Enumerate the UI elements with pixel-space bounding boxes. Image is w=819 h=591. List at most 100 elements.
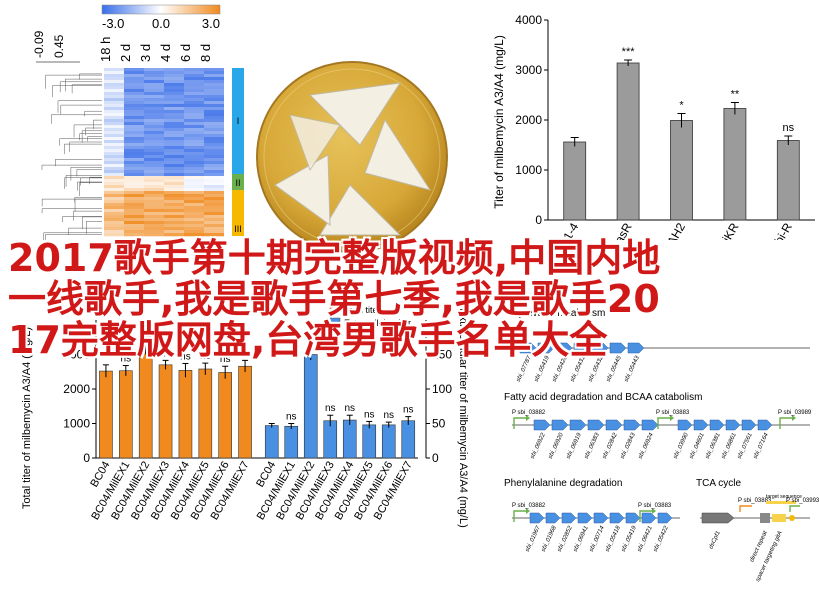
heatmap-cell: [144, 68, 164, 72]
heatmap-grid: [104, 68, 224, 237]
heatmap-cell: [204, 185, 224, 189]
gene-arrow: [569, 419, 587, 431]
heatmap-cell: [144, 137, 164, 141]
heatmap-cell: [164, 191, 184, 195]
heatmap-cell: [204, 86, 224, 90]
heatmap-cell: [164, 77, 184, 81]
heatmap-cell: [164, 194, 184, 198]
bottom-chart-bar: [323, 420, 338, 459]
gene-arrow: [537, 342, 555, 354]
heatmap-cell: [184, 167, 204, 171]
heatmap-cell: [184, 146, 204, 150]
heatmap-cell: [144, 164, 164, 168]
heatmap-cell: [144, 194, 164, 198]
heatmap-cell: [124, 125, 144, 129]
heatmap-cell: [104, 188, 124, 192]
heatmap-cell: [184, 170, 204, 174]
pathway-title-fatty: Fatty acid degradation and BCAA cataboli…: [504, 392, 702, 403]
gene-arrow: [741, 419, 757, 431]
heatmap-cell: [124, 203, 144, 207]
heatmap-cell: [184, 116, 204, 120]
heatmap-cell: [144, 86, 164, 90]
heatmap-cell: [164, 185, 184, 189]
heatmap-cell: [184, 218, 204, 222]
petri-dish-photo: [250, 55, 455, 260]
gene-arrow: [701, 512, 735, 524]
heatmap-cell: [204, 158, 224, 162]
heatmap-cell: [144, 179, 164, 183]
top-chart-ytick: 1000: [515, 163, 542, 177]
heatmap-cell: [124, 158, 144, 162]
heatmap-cell: [144, 227, 164, 231]
heatmap-cell: [104, 128, 124, 132]
heatmap-cell: [164, 107, 184, 111]
heatmap-cell: [204, 125, 224, 129]
heatmap-cell: [104, 227, 124, 231]
heatmap-cell: [124, 122, 144, 126]
heatmap-cell: [124, 224, 144, 228]
heatmap-cell: [124, 95, 144, 99]
color-scale-bar: [101, 4, 221, 15]
bottom-chart-sig: ***: [140, 334, 152, 345]
gene-arrow: [519, 342, 537, 354]
heatmap-cell: [104, 86, 124, 90]
heatmap-cell: [144, 197, 164, 201]
heatmap-cell: [144, 131, 164, 135]
top-chart-xtick: Δsbi-R: [765, 220, 795, 240]
promoter-label: P sbi_03883: [738, 498, 772, 504]
heatmap-cell: [124, 131, 144, 135]
heatmap-cell: [164, 182, 184, 186]
heatmap-cell: [144, 176, 164, 180]
heatmap-cell: [144, 80, 164, 84]
heatmap-cell: [184, 92, 204, 96]
heatmap-cell: [124, 119, 144, 123]
row-dendrogram: [41, 73, 102, 248]
heatmap-col-label: 8 d: [198, 44, 213, 62]
heatmap-cell: [184, 125, 204, 129]
heatmap-cell: [104, 107, 124, 111]
heatmap-cell: [124, 155, 144, 159]
gene-arrow: [551, 419, 569, 431]
heatmap-cell: [204, 194, 224, 198]
gene-label: sbi_06919: [566, 432, 583, 460]
heatmap-cell: [164, 173, 184, 177]
top-chart-sig: *: [679, 100, 684, 112]
heatmap-cell: [164, 68, 184, 72]
heatmap-cell: [164, 101, 184, 105]
gene-arrow: [591, 342, 609, 354]
heatmap-cell: [104, 143, 124, 147]
bottom-chart-sig: **: [307, 337, 315, 348]
heatmap-cell: [144, 218, 164, 222]
heatmap-cell: [124, 209, 144, 213]
bottom-chart-ytick-left: 1000: [63, 417, 90, 431]
heatmap-cell: [164, 164, 184, 168]
heatmap-cell: [164, 71, 184, 75]
heatmap-cell: [124, 191, 144, 195]
heatmap-cell: [144, 155, 164, 159]
heatmap-cell: [124, 197, 144, 201]
top-chart-bar: [563, 141, 587, 221]
heatmap-cell: [204, 131, 224, 135]
heatmap-cell: [104, 122, 124, 126]
petri-dish-illustration: [256, 61, 448, 253]
heatmap-cell: [124, 68, 144, 72]
heatmap-cell: [184, 176, 204, 180]
heatmap-cell: [144, 71, 164, 75]
heatmap-cell: [164, 137, 184, 141]
heatmap-cell: [184, 89, 204, 93]
heatmap-cell: [104, 209, 124, 213]
heatmap-cell: [184, 137, 204, 141]
headline-line-3: 17完整版网盘,台湾男歌手名单大全: [8, 318, 608, 362]
heatmap-cell: [164, 227, 184, 231]
heatmap-cell: [204, 74, 224, 78]
top-chart-ylabel: Titer of milbemycin A3/A4 (mg/L): [492, 35, 506, 209]
heatmap-cell: [144, 140, 164, 144]
heatmap-cell: [184, 191, 204, 195]
heatmap-cell: [184, 80, 204, 84]
heatmap-cell: [104, 113, 124, 117]
promoter-label: P sbi_03883: [638, 503, 672, 509]
spacer: [772, 514, 786, 522]
heatmap-cell: [104, 176, 124, 180]
heatmap-cell: [144, 182, 164, 186]
heatmap-cell: [124, 116, 144, 120]
